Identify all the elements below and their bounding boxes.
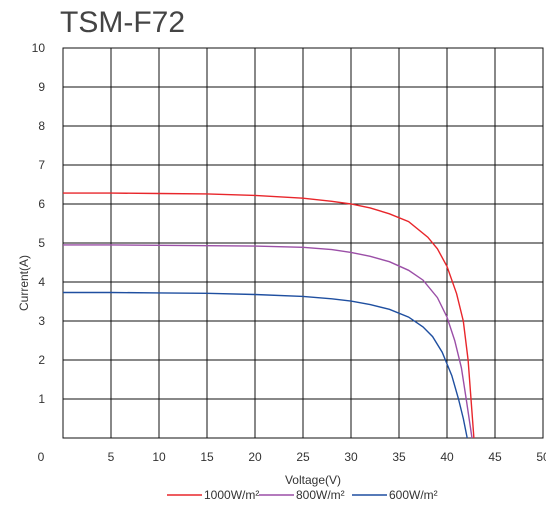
x-tick-label: 5 [108,450,115,464]
x-tick-label: 25 [296,450,310,464]
x-tick-label: 50 [536,450,546,464]
series-line [63,291,468,439]
y-tick-label: 1 [38,392,45,406]
chart-title: TSM-F72 [60,6,186,39]
grid [62,47,544,439]
legend: 1000W/m² 800W/m² 600W/m² [167,488,438,502]
y-tick-label: 2 [38,353,45,367]
legend-label: 1000W/m² [204,488,259,502]
x-tick-label: 0 [38,450,45,464]
x-tick-label: 30 [344,450,358,464]
x-tick-label: 20 [248,450,262,464]
y-tick-label: 5 [38,236,45,250]
series-line [63,192,475,439]
x-tick-label: 15 [200,450,214,464]
x-tick-label: 40 [440,450,454,464]
y-tick-labels: 1 2 3 4 5 6 7 8 9 10 [32,41,46,406]
x-tick-labels: 0 5 10 15 20 25 30 35 40 45 50 [38,450,546,464]
y-tick-label: 10 [32,41,46,55]
y-tick-label: 4 [38,275,45,289]
y-tick-label: 8 [38,119,45,133]
legend-label: 600W/m² [389,488,438,502]
y-tick-label: 9 [38,80,45,94]
series-line [63,244,473,439]
y-tick-label: 3 [38,314,45,328]
legend-label: 800W/m² [296,488,345,502]
x-tick-label: 10 [152,450,166,464]
y-tick-label: 7 [38,158,45,172]
y-axis-label: Current(A) [17,255,31,311]
y-tick-label: 6 [38,197,45,211]
x-tick-label: 35 [392,450,406,464]
x-tick-label: 45 [488,450,502,464]
x-axis-label: Voltage(V) [285,473,341,487]
curves [63,192,475,439]
